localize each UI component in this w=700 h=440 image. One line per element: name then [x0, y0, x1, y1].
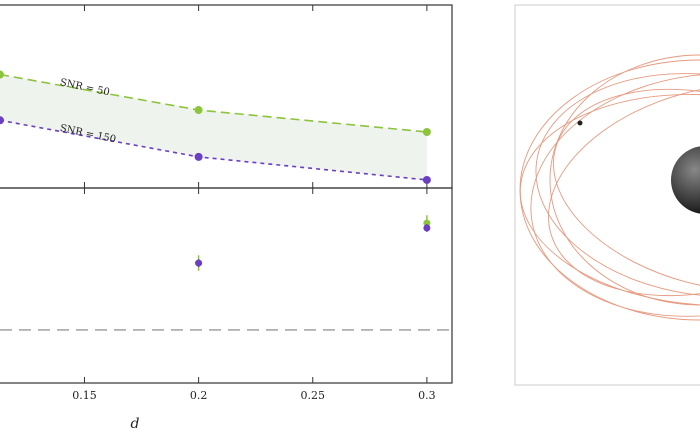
point — [194, 106, 203, 115]
point — [0, 70, 4, 79]
x-axis-label: d — [131, 416, 140, 432]
panel-frame — [514, 4, 700, 386]
shaded-band — [0, 74, 427, 180]
point — [422, 175, 431, 184]
companion — [577, 120, 583, 126]
point — [0, 116, 4, 125]
point — [423, 219, 431, 227]
point — [194, 152, 203, 161]
x-tick-label: 0.25 — [300, 389, 325, 402]
point — [422, 128, 431, 137]
axes-frame — [0, 187, 453, 384]
point — [195, 259, 203, 267]
black-hole — [671, 146, 700, 214]
x-tick-label: 0.15 — [72, 389, 97, 402]
orbits — [519, 54, 700, 321]
point — [423, 224, 431, 232]
x-tick-label: 0.2 — [190, 389, 208, 402]
x-tick-label: 0.3 — [418, 389, 436, 402]
orbit-illustration — [514, 4, 700, 386]
